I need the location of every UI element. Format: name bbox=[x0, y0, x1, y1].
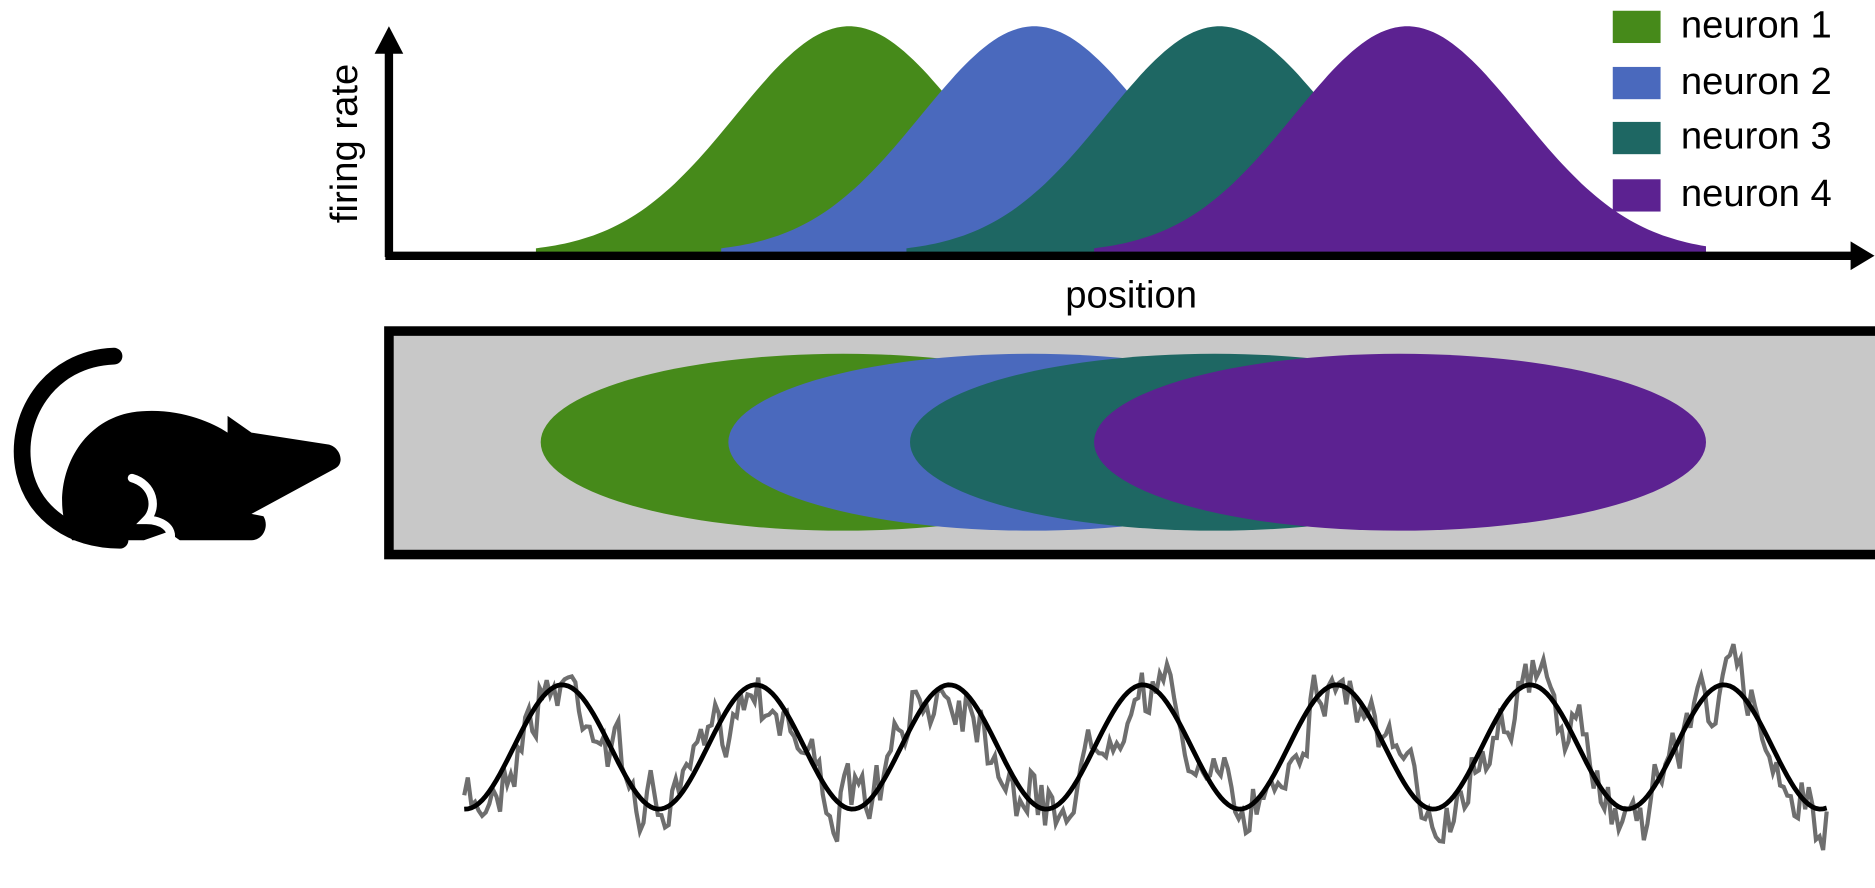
page: firing rate position neuron 1 neuron 2 n… bbox=[0, 0, 1875, 888]
legend-label: neuron 1 bbox=[1681, 4, 1832, 47]
mouse-body bbox=[62, 411, 341, 540]
legend-label: neuron 3 bbox=[1681, 115, 1832, 158]
legend-swatch bbox=[1613, 67, 1661, 99]
figure: firing rate position neuron 1 neuron 2 n… bbox=[0, 0, 1875, 888]
mouse-icon bbox=[22, 356, 340, 540]
y-axis-arrow bbox=[375, 26, 404, 53]
raw-lfp bbox=[464, 644, 1826, 850]
legend-swatch bbox=[1613, 179, 1661, 211]
legend-label: neuron 4 bbox=[1681, 172, 1832, 215]
tuning-curves bbox=[536, 26, 1706, 254]
place-field bbox=[1094, 354, 1706, 531]
legend-swatch bbox=[1613, 122, 1661, 154]
legend: neuron 1 neuron 2 neuron 3 neuron 4 bbox=[1613, 4, 1832, 216]
y-axis-label: firing rate bbox=[323, 64, 366, 223]
x-axis-label: position bbox=[1065, 274, 1197, 317]
legend-label: neuron 2 bbox=[1681, 60, 1832, 103]
legend-swatch bbox=[1613, 11, 1661, 43]
x-axis-arrow bbox=[1851, 241, 1875, 270]
